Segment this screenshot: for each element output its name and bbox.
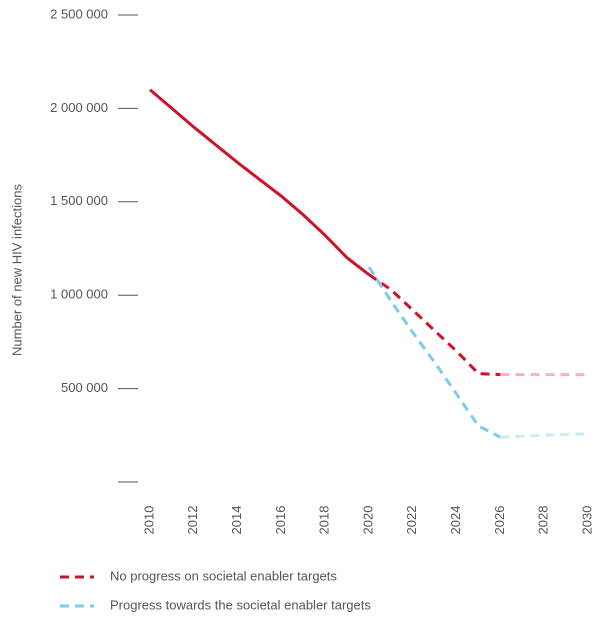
x-tick-label: 2014 bbox=[229, 506, 244, 535]
x-tick-label: 2022 bbox=[404, 506, 419, 535]
series-line bbox=[367, 266, 502, 439]
x-tick-label: 2010 bbox=[141, 506, 156, 535]
y-tick-label: 2 500 000 bbox=[50, 6, 108, 21]
x-tick-label: 2016 bbox=[273, 506, 288, 535]
y-tick-label: 2 000 000 bbox=[50, 100, 108, 115]
y-tick-label: 1 000 000 bbox=[50, 287, 108, 302]
x-tick-label: 2028 bbox=[536, 506, 551, 535]
x-tick-label: 2020 bbox=[360, 506, 375, 535]
series-line bbox=[500, 432, 589, 439]
x-tick-label: 2024 bbox=[448, 506, 463, 535]
y-tick-label: 1 500 000 bbox=[50, 193, 108, 208]
y-tick-label: 500 000 bbox=[61, 380, 108, 395]
series-line bbox=[368, 273, 501, 377]
legend-label: No progress on societal enabler targets bbox=[110, 568, 337, 583]
y-axis-label: Number of new HIV infections bbox=[9, 184, 24, 356]
x-tick-label: 2026 bbox=[492, 506, 507, 535]
x-tick-label: 2012 bbox=[185, 506, 200, 535]
x-tick-label: 2018 bbox=[317, 506, 332, 535]
x-tick-label: 2030 bbox=[579, 506, 594, 535]
legend-label: Progress towards the societal enabler ta… bbox=[110, 597, 371, 612]
series-line bbox=[149, 88, 370, 276]
